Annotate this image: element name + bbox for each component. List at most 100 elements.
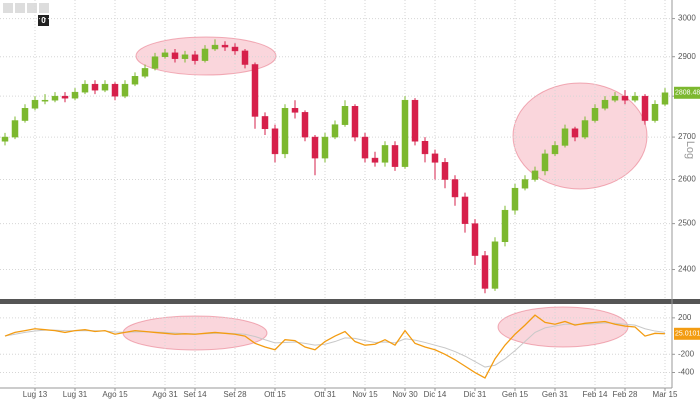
candle-body xyxy=(101,83,109,91)
indicator-line xyxy=(4,314,666,379)
candle-body xyxy=(601,99,609,109)
candle-body xyxy=(331,124,339,138)
x-tick-label: Dic 14 xyxy=(424,390,447,399)
x-tick-label: Lug 31 xyxy=(63,390,88,399)
badge[interactable] xyxy=(38,15,49,26)
price-tag-label: 2808.4800 xyxy=(675,90,700,97)
candle-body xyxy=(571,128,579,138)
x-tick-label: Gen 31 xyxy=(542,390,569,399)
candle-body xyxy=(231,46,239,52)
candle-body xyxy=(71,91,79,99)
x-tick-label: Feb 14 xyxy=(583,390,608,399)
x-tick-label: Nov 15 xyxy=(352,390,378,399)
candle-body xyxy=(281,108,289,155)
candle-body xyxy=(81,83,89,93)
highlight xyxy=(497,306,629,348)
candle-body xyxy=(581,120,589,138)
candle-body xyxy=(201,48,209,61)
candle-body xyxy=(621,95,629,101)
candle-body xyxy=(361,136,369,159)
y-tick-label: 2500 xyxy=(678,219,696,228)
tool-icon[interactable] xyxy=(39,3,49,13)
candle-body xyxy=(381,145,389,163)
candle-body xyxy=(141,68,149,77)
candle-body xyxy=(121,83,129,97)
candle-body xyxy=(261,116,269,130)
candle-body xyxy=(451,179,459,198)
candle-body xyxy=(161,52,169,57)
x-tick-label: Set 14 xyxy=(183,390,207,399)
candle-body xyxy=(411,99,419,142)
tool-icon[interactable] xyxy=(27,3,37,13)
value-tag-label: 25.0101 xyxy=(675,331,700,338)
candle-body xyxy=(11,120,19,138)
candle-body xyxy=(521,179,529,189)
candle-body xyxy=(501,209,509,243)
candle-body xyxy=(61,95,69,99)
candle-body xyxy=(661,92,669,105)
x-tick-label: Ott 31 xyxy=(314,390,336,399)
x-tick-label: Ott 15 xyxy=(264,390,286,399)
candle-body xyxy=(551,145,559,155)
y-tick-label: 3000 xyxy=(678,14,696,23)
y-tick-label: 2900 xyxy=(678,52,696,61)
candle-body xyxy=(511,187,519,211)
y-tick-label: 2700 xyxy=(678,132,696,141)
candle-body xyxy=(151,56,159,69)
candle-body xyxy=(461,196,469,224)
x-tick-label: Feb 28 xyxy=(613,390,638,399)
x-tick-label: Mar 15 xyxy=(653,390,678,399)
candle-body xyxy=(561,128,569,146)
candle-body xyxy=(51,95,59,101)
price-tag xyxy=(674,86,700,99)
x-tick-label: Gen 15 xyxy=(502,390,529,399)
candle-body xyxy=(531,170,539,180)
candle-body xyxy=(371,157,379,163)
candle-body xyxy=(311,136,319,159)
candle-body xyxy=(491,241,499,289)
x-tick-label: Lug 13 xyxy=(23,390,48,399)
candle-body xyxy=(321,136,329,159)
badge-text: 0 xyxy=(41,16,46,25)
candle-body xyxy=(1,136,9,142)
candle-body xyxy=(41,99,49,102)
candle-body xyxy=(21,108,29,121)
candle-body xyxy=(641,95,649,121)
candle-body xyxy=(131,76,139,85)
candle-body xyxy=(221,44,229,48)
candle-body xyxy=(651,103,659,121)
y-tick-label: 2400 xyxy=(678,265,696,274)
candle-body xyxy=(191,54,199,61)
toolbar: 0 xyxy=(3,3,49,26)
indicator-line xyxy=(4,322,666,368)
x-tick-label: Nov 30 xyxy=(392,390,418,399)
candle-body xyxy=(211,44,219,50)
candle-body xyxy=(401,99,409,167)
x-tick-label: Ago 31 xyxy=(152,390,178,399)
y-axis-title: Log xyxy=(684,141,696,159)
candle-body xyxy=(471,223,479,256)
tool-icon[interactable] xyxy=(15,3,25,13)
candle-body xyxy=(241,50,249,65)
candle-body xyxy=(591,108,599,121)
candle-body xyxy=(431,153,439,163)
candle-body xyxy=(181,54,189,59)
candle-body xyxy=(91,83,99,91)
candle-body xyxy=(271,128,279,155)
x-tick-label: Dic 31 xyxy=(464,390,487,399)
candle-body xyxy=(351,106,359,138)
y-tick-label: 2600 xyxy=(678,175,696,184)
candle-body xyxy=(421,140,429,155)
candle-body xyxy=(441,162,449,180)
panel-separator xyxy=(0,299,700,304)
x-tick-label: Set 28 xyxy=(223,390,247,399)
value-tag xyxy=(674,327,700,340)
candle-body xyxy=(171,52,179,59)
y-tick-label: -200 xyxy=(678,349,695,358)
y-tick-label: -400 xyxy=(678,368,695,377)
candle-body xyxy=(391,145,399,167)
candle-body xyxy=(301,112,309,138)
tool-icon[interactable] xyxy=(3,3,13,13)
candle-body xyxy=(291,108,299,113)
